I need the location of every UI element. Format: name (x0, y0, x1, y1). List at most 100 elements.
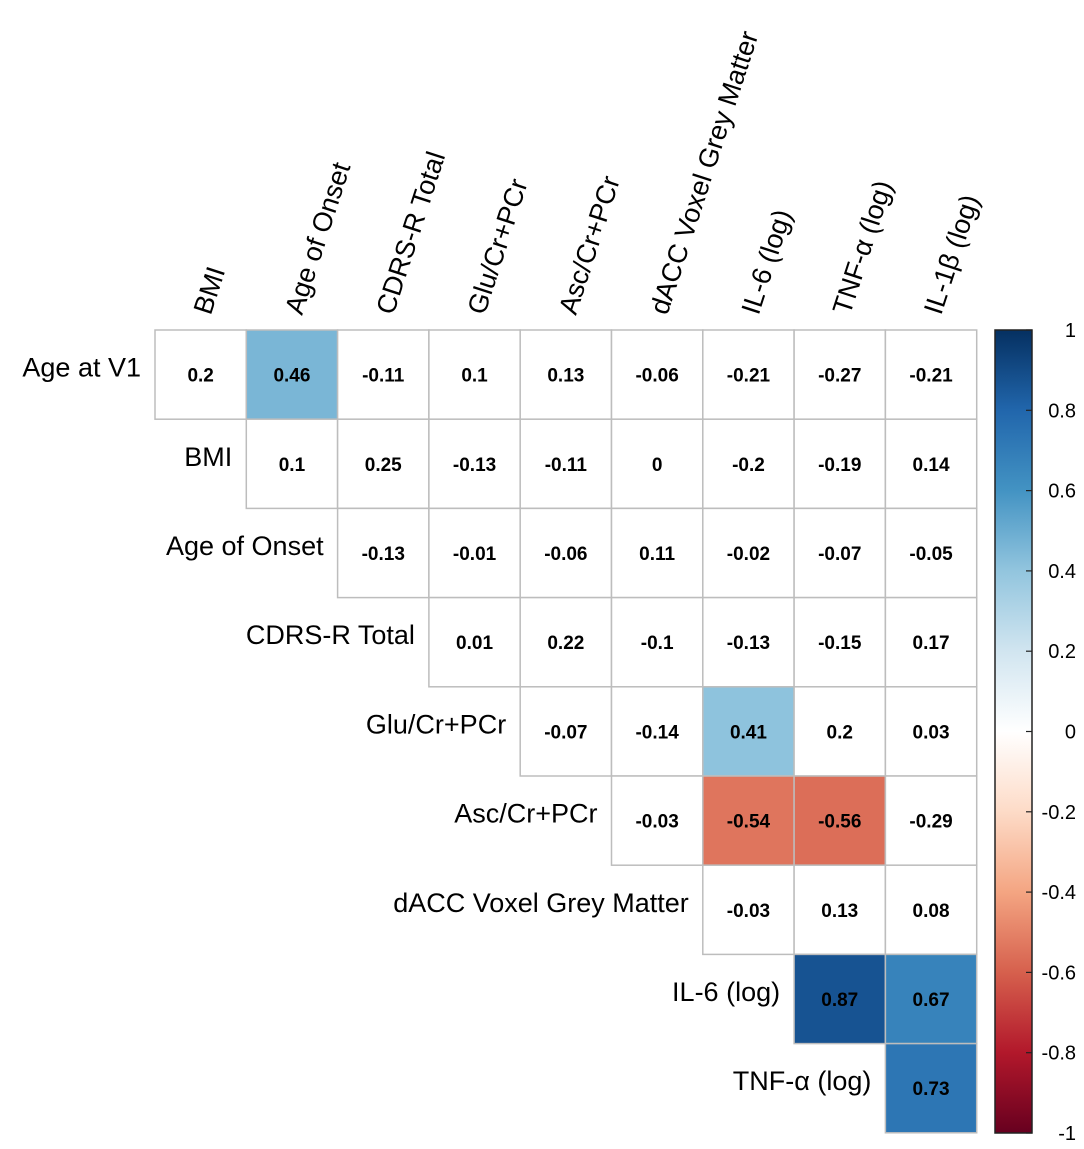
cell-value-label: -0.2 (732, 455, 765, 476)
row-label: TNF-α (log) (733, 1066, 872, 1096)
cell-value-label: 0.67 (913, 990, 950, 1011)
column-label: Glu/Cr+PCr (462, 175, 534, 318)
cell-value-label: 0.46 (273, 366, 310, 387)
heatmap-cell (702, 596, 795, 688)
cell-value-label: -0.54 (727, 812, 771, 833)
column-label: Age of Onset (279, 158, 356, 318)
heatmap-cell (884, 418, 978, 510)
column-label: IL-6 (log) (736, 206, 798, 318)
row-label: dACC Voxel Grey Matter (393, 888, 689, 918)
cell-value-label: -0.21 (909, 366, 953, 387)
row-label: Age of Onset (166, 531, 324, 561)
cell-value-label: -0.13 (727, 633, 770, 654)
cell-value-label: -0.06 (544, 544, 587, 565)
row-labels: Age at V1 BMI Age of Onset CDRS-R Total Glu/… (22, 353, 871, 1097)
colorbar-tick-label: -0.2 (1042, 802, 1076, 824)
heatmap-cell (793, 329, 887, 420)
colorbar-tick-label: 0.6 (1048, 481, 1076, 503)
heatmap-cell (336, 329, 430, 420)
heatmap-cell (793, 596, 887, 688)
colorbar-tick-label: 0.2 (1048, 641, 1076, 663)
cell-value-label: -0.07 (544, 722, 587, 743)
heatmap-cell (793, 953, 887, 1045)
colorbar-tick-label: -1 (1058, 1123, 1076, 1145)
row-label: Glu/Cr+PCr (366, 709, 506, 739)
heatmap-cell (610, 507, 704, 599)
heatmap-cell (154, 329, 248, 420)
cell-value-label: 0.73 (913, 1079, 950, 1100)
heatmap-cell (428, 596, 521, 688)
cell-value-label: -0.21 (727, 366, 771, 387)
cell-value-label: -0.29 (909, 812, 952, 833)
cell-value-label: 0.2 (187, 366, 213, 387)
heatmap-cell (884, 596, 978, 688)
cell-value-label: 0.87 (821, 990, 858, 1011)
cell-value-label: -0.03 (727, 901, 770, 922)
cell-value-label: -0.13 (362, 544, 405, 565)
heatmap-cell (519, 507, 613, 599)
cell-value-label: -0.13 (453, 455, 496, 476)
row-label: IL-6 (log) (672, 977, 780, 1007)
cell-value-label: -0.11 (362, 366, 405, 387)
heatmap-cell (884, 864, 978, 956)
column-labels: BMI Age of Onset CDRS-R Total Glu/Cr+PCr Asc… (188, 27, 985, 317)
row-label: CDRS-R Total (246, 620, 415, 650)
colorbar-ticks: 1 0.8 0.6 0.4 0.2 0 -0.2 -0.4 -0.6 -0.8 -1 (1026, 320, 1076, 1145)
heatmap-cell (793, 507, 887, 599)
cell-value-label: 0.03 (913, 722, 950, 743)
colorbar-tick-label: 0.4 (1048, 561, 1076, 583)
cell-value-label: -0.06 (635, 366, 678, 387)
cell-value-label: 0.13 (547, 366, 584, 387)
cell-value-label: 0.17 (913, 633, 950, 654)
cell-value-label: 0.22 (547, 633, 584, 654)
colorbar-tick-label: 0.8 (1048, 400, 1076, 422)
cell-value-label: -0.02 (727, 544, 770, 565)
heatmap-cell (245, 329, 339, 420)
heatmap-cell (702, 864, 795, 956)
heatmap-cell (519, 686, 613, 777)
heatmap-cell (336, 507, 430, 599)
cell-value-label: 0.01 (456, 633, 493, 654)
cell-value-label: 0.2 (827, 722, 853, 743)
colorbar-tick-label: -0.4 (1042, 882, 1076, 904)
cell-value-label: 0.08 (913, 901, 950, 922)
cell-value-label: -0.07 (818, 544, 861, 565)
heatmap-cell (610, 418, 704, 510)
heatmap-cell (884, 953, 978, 1045)
cell-value-label: -0.27 (818, 366, 861, 387)
cell-value-label: 0.25 (365, 455, 402, 476)
heatmap-cell (245, 418, 339, 510)
row-label: Asc/Cr+PCr (454, 799, 597, 829)
heatmap-cell (428, 418, 521, 510)
cell-value-label: -0.56 (818, 812, 861, 833)
cell-value-label: -0.01 (453, 544, 497, 565)
heatmap-cell (610, 329, 704, 420)
cell-value-label: -0.11 (545, 455, 588, 476)
colorbar-tick-label: 0 (1065, 722, 1076, 744)
heatmap-cell (702, 775, 795, 866)
heatmap-cell (884, 507, 978, 599)
heatmap-cell (793, 418, 887, 510)
cell-value-label: 0.11 (639, 544, 675, 565)
heatmap-cell (702, 507, 795, 599)
cell-value-label: 0.13 (821, 901, 858, 922)
colorbar: 1 0.8 0.6 0.4 0.2 0 -0.2 -0.4 -0.6 -0.8 -1 (994, 320, 1076, 1145)
heatmap-cell (610, 775, 704, 866)
cell-value-label: -0.15 (818, 633, 862, 654)
colorbar-tick-label: -0.8 (1042, 1043, 1076, 1065)
cell-value-label: -0.03 (635, 812, 678, 833)
heatmap-cells: 0.2 0.46 -0.11 0.1 0.13 -0.06 -0.21 -0.27 -0.21 0… (154, 329, 978, 1134)
column-label: IL-1β (log) (918, 191, 985, 318)
cell-value-label: 0.41 (730, 722, 767, 743)
cell-value-label: -0.14 (635, 722, 679, 743)
column-label: Asc/Cr+PCr (553, 172, 626, 318)
colorbar-tick-label: -0.6 (1042, 962, 1076, 984)
column-label: BMI (188, 263, 231, 318)
row-label: Age at V1 (22, 353, 141, 383)
column-label: TNF-α (log) (827, 177, 898, 318)
cell-value-label: -0.05 (909, 544, 953, 565)
heatmap-cell (884, 1042, 978, 1134)
cell-value-label: -0.19 (818, 455, 861, 476)
cell-value-label: 0.14 (913, 455, 950, 476)
